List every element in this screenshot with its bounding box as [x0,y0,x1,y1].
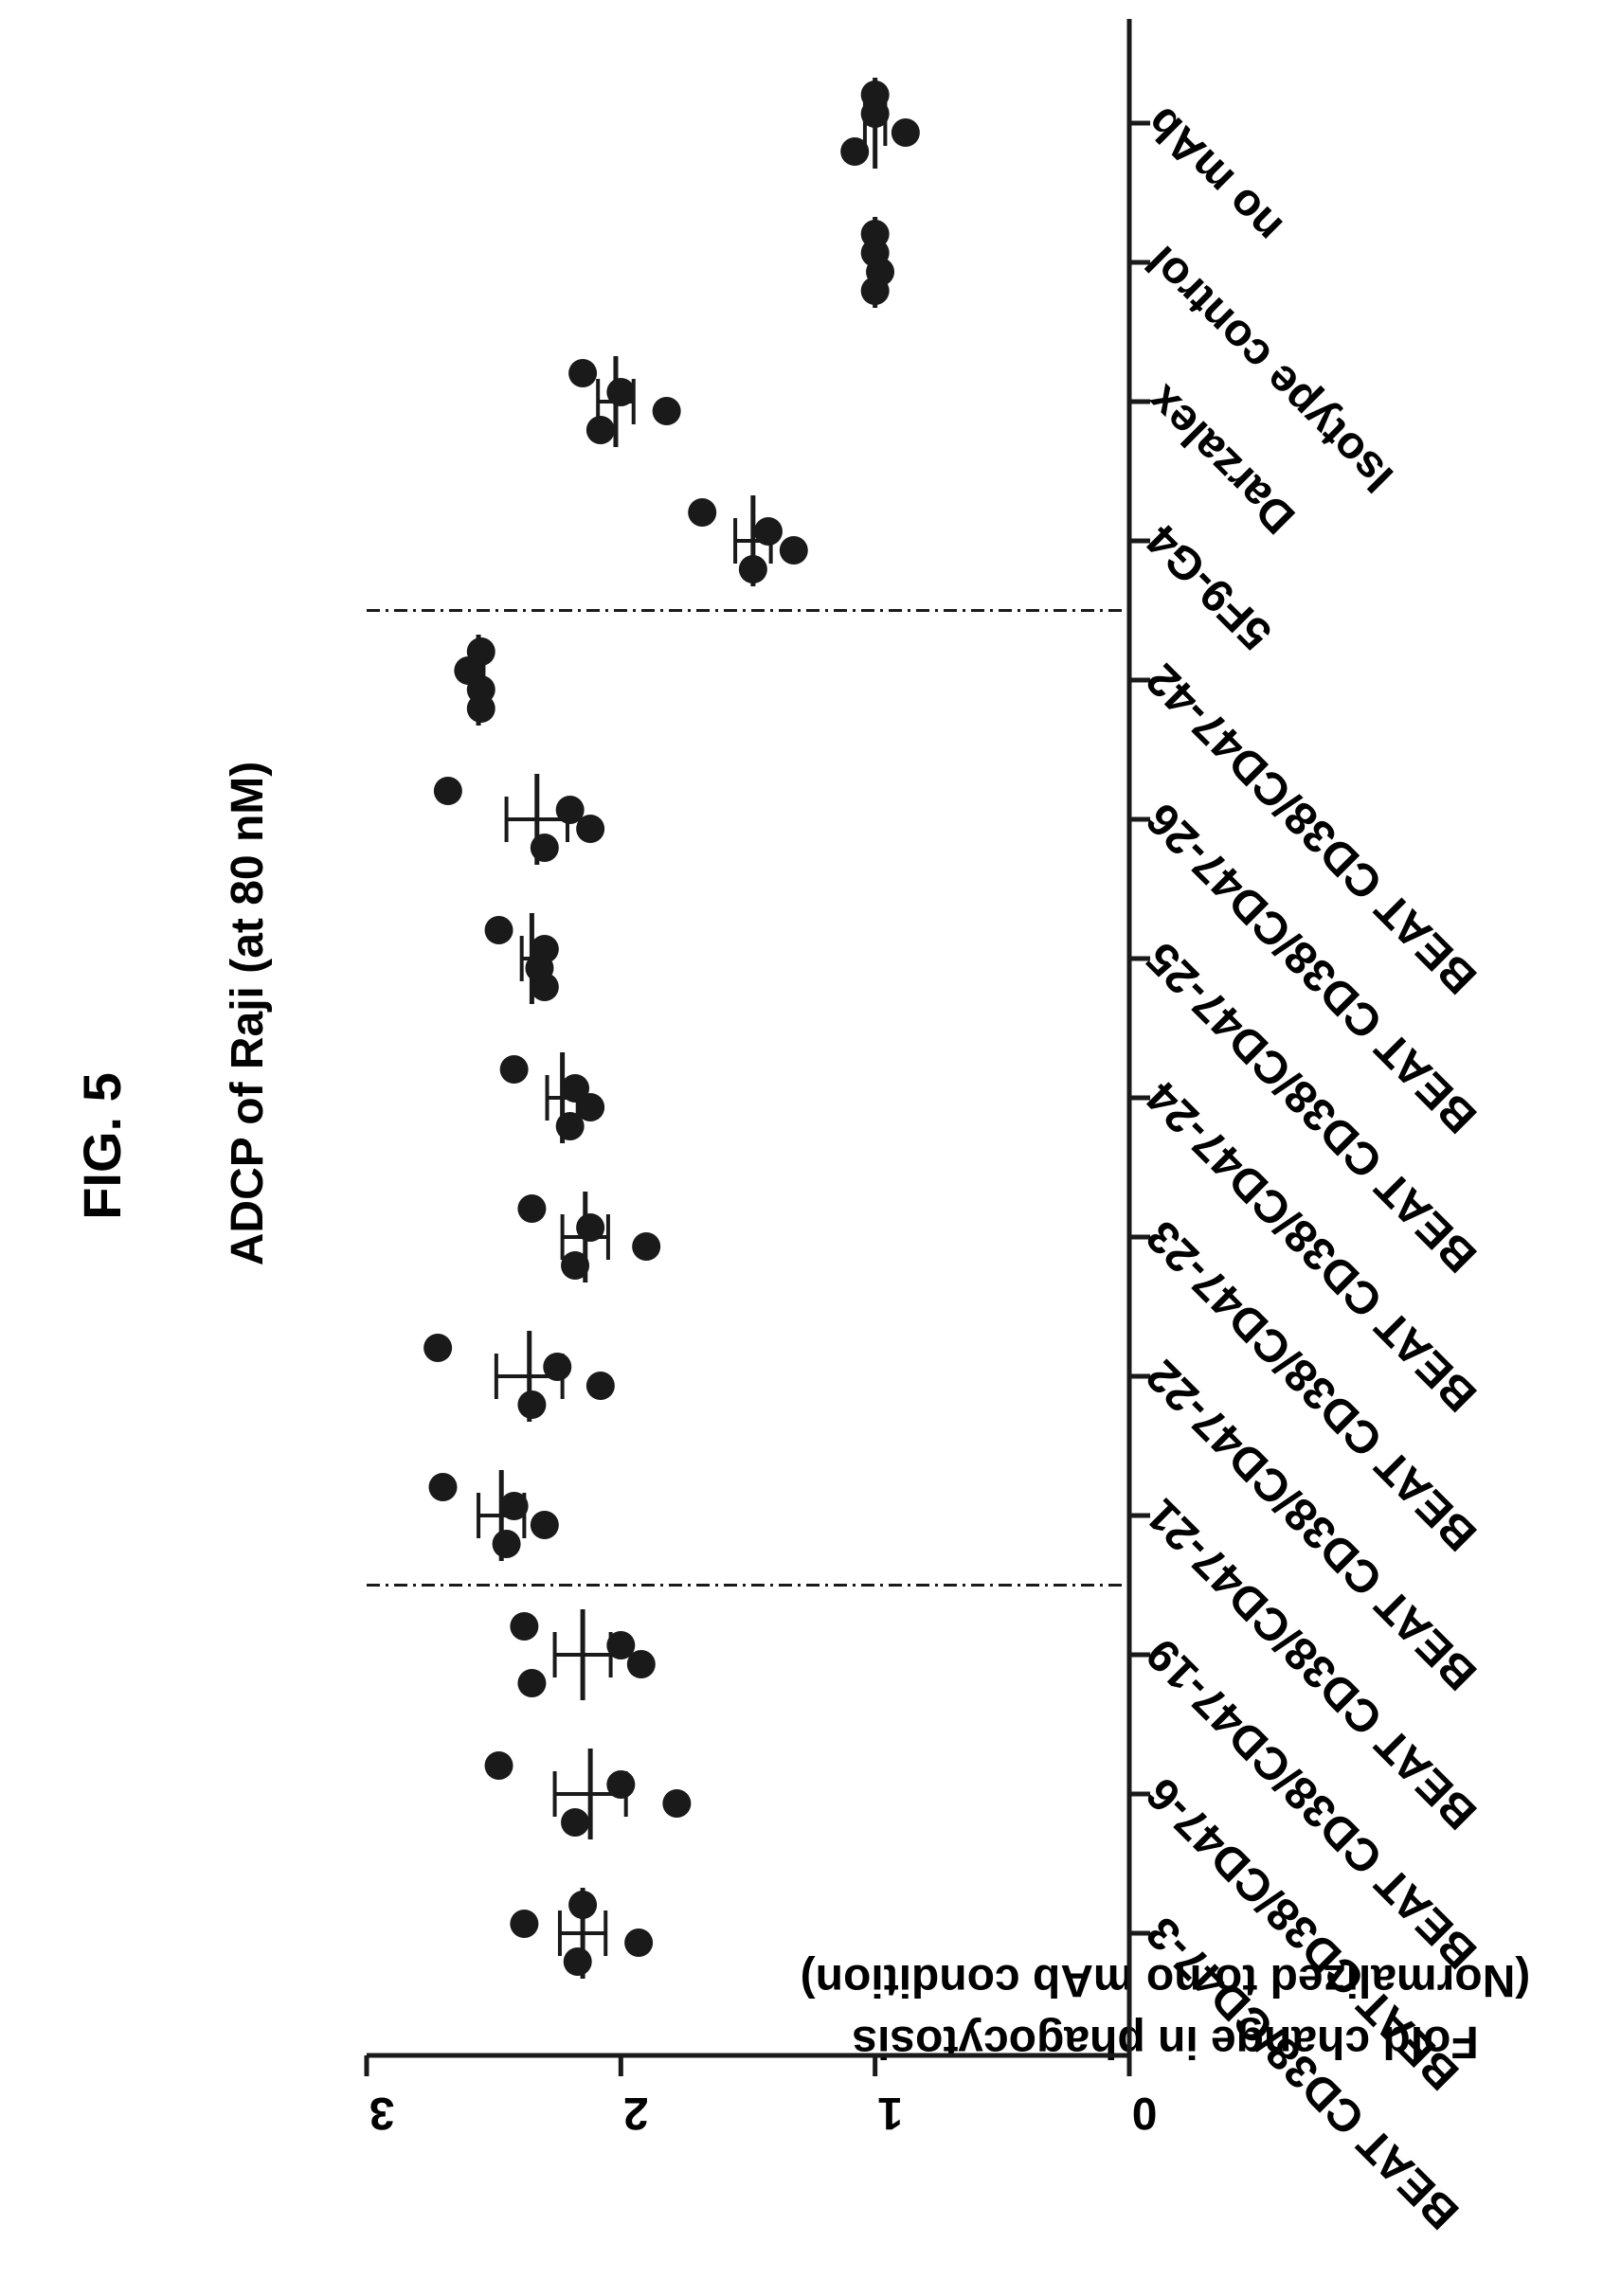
data-point [423,1334,453,1362]
data-point [563,1947,592,1976]
data-point [652,397,681,425]
data-point [585,416,615,444]
value-tick-label: 2 [623,2088,649,2138]
data-point [466,694,495,723]
data-point [517,1194,547,1223]
value-tick-label: 1 [877,2088,903,2138]
data-point [576,1093,605,1121]
data-point [568,359,598,387]
data-point [860,99,890,128]
data-point [561,1251,590,1280]
data-point [499,1055,529,1084]
data-point [530,973,559,1001]
data-point [606,1631,636,1659]
group-dividers [367,609,1129,1587]
x-axis-ticks [1129,120,1150,1936]
data-point [555,1112,585,1140]
data-point [428,1473,458,1501]
figure-label: FIG. 5 [72,1072,132,1220]
data-point [484,916,513,944]
y-axis-title-line1: Fold change in phagocytosis [852,2017,1478,2067]
data-point [779,536,808,565]
y-axis-title-line2: (Normalized to no mAb condition) [801,1955,1531,2005]
y-axis-ticks: 0 1 2 3 [364,2055,1158,2138]
data-point [891,118,920,147]
data-point [624,1928,654,1957]
data-point [530,1511,559,1539]
data-point [492,1530,521,1558]
data-point [517,1669,547,1697]
plot-axes [367,19,1132,2058]
data-point [543,1353,572,1381]
data-point [606,378,636,406]
data-point [860,277,890,305]
data-point [576,815,605,843]
data-point [484,1751,513,1780]
value-tick-label: 0 [1132,2088,1158,2138]
data-point [585,1372,615,1400]
data-point [738,555,767,583]
data-point [626,1650,656,1678]
data-point [576,1213,605,1242]
data-point [606,1770,636,1799]
error-bar [552,1609,613,1700]
data-point [510,1612,539,1641]
chart-title: ADCP of Raji (at 80 nM) [223,762,273,1266]
data-points [423,81,920,1976]
value-tick-label: 3 [369,2088,395,2138]
y-axis-title: Fold change in phagocytosis (Normalized … [801,1955,1531,2067]
data-point [555,796,585,824]
data-point [568,1891,598,1919]
category-label: Isotype control [1137,236,1403,502]
data-point [753,517,783,546]
data-point [632,1232,661,1261]
category-label: no mAb [1137,97,1292,252]
data-point [662,1789,692,1818]
data-point [517,1390,547,1419]
data-point [840,137,870,166]
data-point [499,1492,529,1520]
data-point [433,777,462,805]
data-point [561,1808,590,1837]
category-label: 5F9-G4 [1137,514,1282,659]
data-point [530,834,559,862]
data-point [688,498,717,527]
data-point [561,1074,590,1103]
data-point [510,1910,539,1938]
